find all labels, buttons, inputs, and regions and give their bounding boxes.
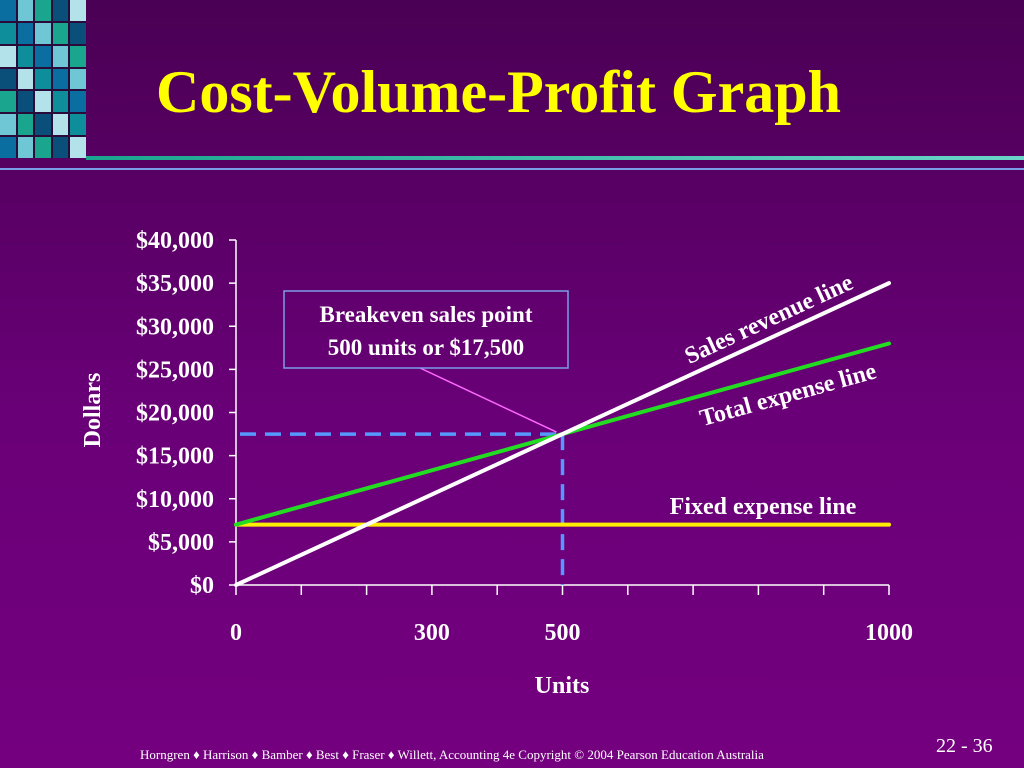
y-tick-label: $5,000	[148, 530, 214, 556]
decorative-tile	[52, 45, 69, 67]
decorative-tile	[35, 45, 51, 67]
x-tick-label: 0	[230, 620, 242, 646]
decorative-tile	[17, 22, 34, 44]
chart-axes: $0 $5,000 $10,000 $15,000 $20,000 $25,000 $30,…	[80, 228, 913, 699]
decorative-tile	[17, 91, 34, 113]
y-tick-label: $25,000	[136, 357, 214, 383]
decorative-tile	[35, 22, 51, 44]
fixed-expense-label: Fixed expense line	[670, 494, 857, 520]
decorative-tile	[70, 91, 86, 113]
decorative-tile	[17, 114, 34, 136]
decorative-tile-pattern	[0, 0, 86, 158]
decorative-tile	[70, 114, 86, 136]
decorative-tile	[0, 0, 16, 21]
footer-copyright: Horngren ♦ Harrison ♦ Bamber ♦ Best ♦ Fr…	[140, 747, 764, 762]
callout-box	[283, 290, 569, 369]
breakeven-guides	[240, 432, 565, 585]
y-tick-label: $0	[190, 573, 214, 599]
decorative-tile	[17, 45, 34, 67]
decorative-tile	[0, 45, 16, 67]
decorative-tile	[52, 114, 69, 136]
decorative-tile	[35, 137, 51, 158]
x-tick-label: 300	[414, 620, 450, 646]
decorative-tile	[0, 114, 16, 136]
slide-title: Cost-Volume-Profit Graph	[156, 59, 841, 125]
decorative-tile	[0, 22, 16, 44]
decorative-tile	[52, 22, 69, 44]
decorative-tile	[70, 137, 86, 158]
y-axis-title: Dollars	[80, 373, 106, 448]
y-tick-label: $40,000	[136, 228, 214, 254]
callout-line-2: 500 units or $17,500	[328, 335, 524, 360]
x-tick-label: 500	[545, 620, 581, 646]
x-axis-title: Units	[535, 673, 590, 699]
y-tick-label: $20,000	[136, 401, 214, 427]
decorative-tile	[70, 0, 86, 21]
decorative-tile	[0, 137, 16, 158]
y-tick-label: $15,000	[136, 444, 214, 470]
decorative-tile	[35, 0, 51, 21]
decorative-tile	[52, 68, 69, 90]
y-tick-label: $30,000	[136, 314, 214, 340]
decorative-tile	[17, 0, 34, 21]
decorative-tile	[52, 0, 69, 21]
decorative-tile	[17, 68, 34, 90]
chart-series	[234, 281, 891, 587]
callout-line-1: Breakeven sales point	[320, 302, 533, 327]
decorative-tile	[70, 45, 86, 67]
decorative-tile	[0, 91, 16, 113]
header-rule	[0, 168, 1024, 170]
y-tick-label: $10,000	[136, 487, 214, 513]
decorative-tile	[52, 91, 69, 113]
decorative-tile	[35, 114, 51, 136]
breakeven-callout: Breakeven sales point 500 units or $17,50…	[283, 290, 569, 433]
revenue-line	[234, 281, 891, 587]
decorative-tile	[52, 137, 69, 158]
decorative-tile	[70, 68, 86, 90]
header-accent-bar	[86, 156, 1024, 160]
decorative-tile	[0, 68, 16, 90]
sales-revenue-label: Sales revenue line	[681, 269, 858, 369]
callout-pointer	[419, 367, 557, 433]
x-tick-label: 1000	[865, 620, 913, 646]
y-tick-label: $35,000	[136, 271, 214, 297]
decorative-tile	[17, 137, 34, 158]
page-number: 22 - 36	[936, 735, 993, 757]
decorative-tile	[35, 68, 51, 90]
decorative-tile	[70, 22, 86, 44]
decorative-tile	[35, 91, 51, 113]
